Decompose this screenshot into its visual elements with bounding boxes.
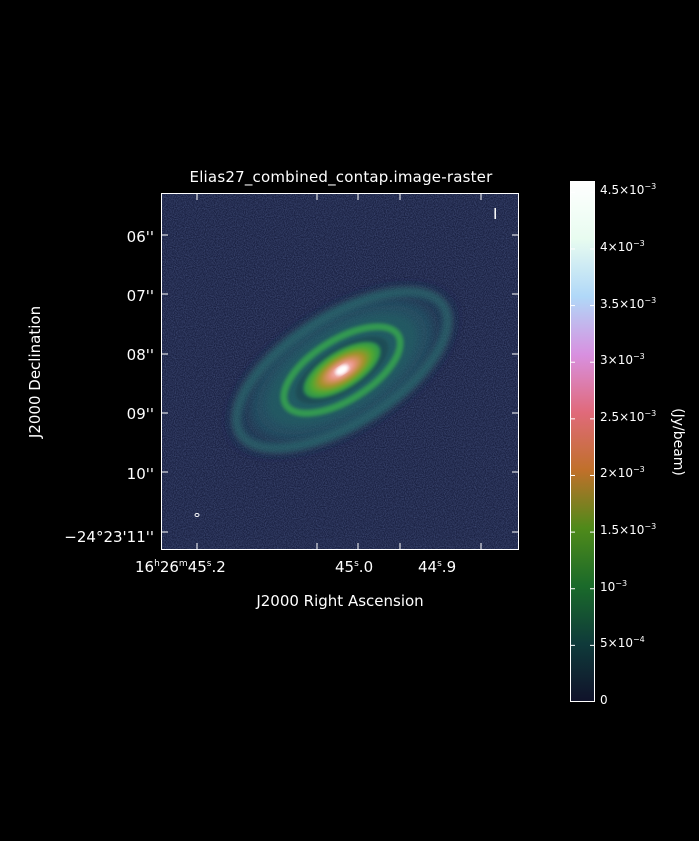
colorbar-unit-label: (Jy/beam): [670, 408, 686, 476]
x-tick-label: 45s.0: [335, 558, 374, 576]
y-tick-label: 10'': [126, 465, 154, 483]
colorbar-tick-label: 3×10−3: [600, 352, 645, 368]
y-tick-label: 06'': [126, 228, 154, 246]
beam-ellipse: [194, 513, 200, 517]
colorbar[interactable]: [570, 181, 595, 702]
x-tick-label: 44s.9: [418, 558, 457, 576]
colorbar-tick-label: 0: [600, 693, 608, 707]
y-tick-label: 08'': [126, 346, 154, 364]
colorbar-tick-label: 4.5×10−3: [600, 182, 657, 198]
y-tick-label: 09'': [126, 405, 154, 423]
image-title: Elias27_combined_contap.image-raster: [189, 168, 493, 186]
colorbar-tick-label: 5×10−4: [600, 635, 645, 651]
sky-image[interactable]: [161, 193, 519, 550]
y-axis-label: J2000 Declination: [26, 305, 44, 439]
y-tick-label: −24°23'11'': [64, 528, 154, 546]
colorbar-tick-label: 2.5×10−3: [600, 408, 657, 424]
y-tick-label: 07'': [126, 287, 154, 305]
image-border: [161, 193, 519, 550]
x-tick-label: 16h26m45s.2: [135, 558, 226, 576]
colorbar-tick-label: 10−3: [600, 578, 628, 594]
colorbar-tick-label: 3.5×10−3: [600, 295, 657, 311]
disk-emission: [219, 276, 465, 464]
x-axis-label: J2000 Right Ascension: [256, 592, 424, 610]
colorbar-tick-label: 2×10−3: [600, 465, 645, 481]
colorbar-tick-label: 1.5×10−3: [600, 522, 657, 538]
stokes-label: I: [493, 205, 498, 223]
colorbar-tick-label: 4×10−3: [600, 238, 645, 254]
